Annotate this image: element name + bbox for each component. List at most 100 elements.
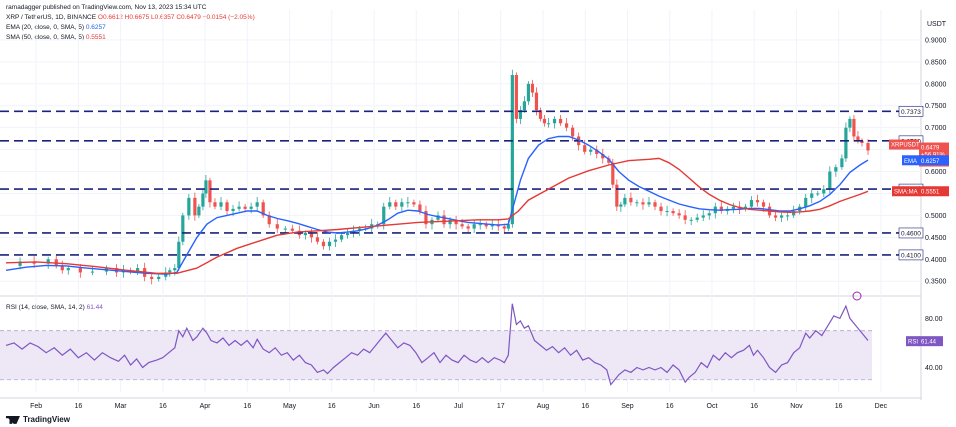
candle-body [502,226,506,229]
candle-body [382,206,386,225]
candle-body [255,202,259,207]
candle-body [629,197,633,203]
price-tick-label: 0.5000 [925,213,947,220]
candle-body [303,232,307,236]
rsi-tick-label: 80.00 [925,316,943,323]
candle-body [804,197,808,207]
price-tick-label: 0.8500 [925,59,947,66]
time-tick-label: Mar [115,403,128,410]
candle-body [707,213,711,216]
time-tick-label: Jul [454,403,463,410]
candle-body [78,268,82,273]
candle-body [466,226,470,229]
time-tick-label: 16 [412,403,420,410]
level-tag-label: 0.4100 [901,252,921,259]
candle-body [601,154,605,159]
candle-body [719,206,723,212]
rsi-tick-label: 40.00 [925,365,943,372]
candle-body [275,224,279,229]
ema-tag-value: 0.6257 [921,159,940,165]
ema-legend-label: EMA (20, close, 0, SMA, 5) [6,24,85,31]
candle-body [518,110,522,119]
level-tag [898,227,924,239]
currency-label: USDT [927,21,947,28]
sma-legend: SMA (50, close, 0, SMA, 5) 0.5551 [6,34,106,41]
ohlc-line: XRP / TetherUS, 1D, BINANCE O0.6612 H0.6… [6,14,255,21]
time-tick-label: 16 [666,403,674,410]
candle-body [454,219,458,225]
candle-body [773,215,778,218]
price-tick-label: 0.7000 [925,125,947,132]
symbol-title: XRP / TetherUS, 1D, BINANCE [6,14,97,21]
time-tick-label: 16 [835,403,843,410]
rsi-tag-value: 61.44 [921,340,937,346]
candle-body [619,204,623,207]
candle-body [695,217,699,220]
time-tick-label: Nov [790,403,803,410]
candle-body [333,239,338,242]
candle-body [181,215,185,242]
candle-body [448,219,452,225]
candle-body [208,180,212,203]
tradingview-logo-icon [6,415,20,424]
candle-body [546,123,551,125]
candle-body [150,276,154,280]
candle-body [779,215,784,218]
candle-body [565,123,569,128]
axis-layer: 0.90000.85000.80000.75000.70000.65000.60… [30,21,949,410]
level-tag-label: 0.4600 [901,230,921,237]
candle-body [866,143,870,151]
candle-body [641,202,645,205]
ema-tag [902,155,920,166]
last-price-name-tag-label: XRPUSDT [891,143,920,149]
candle-body [204,180,208,194]
candle-body [90,271,95,273]
candle-body [436,215,440,220]
candle-body [309,232,314,238]
candle-body [249,206,253,209]
candle-body [538,110,543,119]
candle-body [315,237,320,242]
time-tick-label: Feb [30,403,42,410]
candle-body [615,184,619,207]
time-tick-label: 16 [74,403,82,410]
candle-body [810,193,814,198]
candle-body [424,211,428,225]
candle-body [261,202,265,216]
time-tick-label: Jun [368,403,379,410]
candle-body [828,171,832,190]
sma-tag-value: 0.5551 [921,190,940,196]
candle-body [731,206,735,209]
candle-body [290,228,294,231]
candle-body [177,241,181,269]
candle-body [267,215,271,225]
candle-body [484,224,488,227]
candle-body [607,158,611,163]
rsi-legend-value: 61.44 [86,304,103,311]
candle-body [18,261,22,266]
sma-tag [892,186,920,197]
candle-body [534,92,539,111]
candle-body [412,202,416,205]
ema-line [5,135,869,275]
candle-body [514,75,518,119]
candle-body [478,224,482,226]
tradingview-brand: TradingView [6,415,70,424]
candle-body [472,224,476,229]
candle-body [571,127,575,137]
candle-body [623,197,627,205]
candle-body [659,206,663,212]
rsi-tag [906,336,920,347]
candle-body [786,215,790,217]
candle-body [225,202,229,212]
candle-body [168,270,172,273]
sma-line [5,157,869,274]
candle-body [418,204,422,212]
price-layer [0,69,921,285]
candle-body [530,83,535,93]
candle-body [231,208,235,212]
candle-body [677,213,681,216]
level-tag [898,249,924,261]
candle-body [237,206,241,209]
